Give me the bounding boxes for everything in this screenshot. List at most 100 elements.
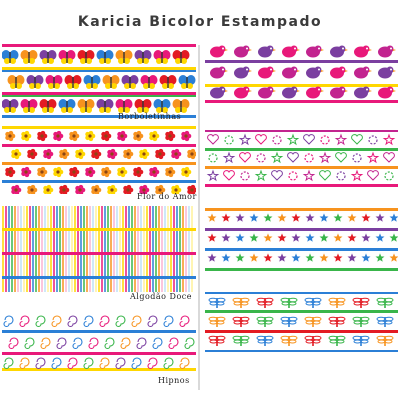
- bird-icon: [282, 66, 300, 79]
- star-icon: [276, 211, 288, 224]
- heart-icon: [351, 134, 363, 145]
- flower-icon: [107, 184, 118, 194]
- star-icon: [276, 231, 288, 244]
- butterfly-icon: [96, 99, 114, 113]
- flower-icon: [11, 148, 22, 160]
- label-algodao-doce: Algodão Doce: [130, 292, 192, 301]
- stripe: [35, 206, 37, 292]
- stripe: [53, 206, 55, 292]
- flower-icon: [107, 148, 118, 160]
- butterfly-icon: [77, 99, 95, 113]
- star-icon: [304, 231, 316, 244]
- flower-icon: [101, 130, 112, 142]
- flower-icon: [123, 184, 134, 194]
- bird-icon: [210, 86, 228, 99]
- stripe: [14, 206, 16, 292]
- star-icon: [206, 231, 218, 244]
- stripe: [26, 206, 28, 292]
- swirl-icon: [184, 337, 195, 350]
- swirl-icon: [35, 315, 46, 328]
- flower-icon: [139, 148, 150, 160]
- stripe: [164, 206, 166, 292]
- star-icon: [360, 251, 372, 264]
- stripe: [95, 206, 97, 292]
- stripe: [89, 206, 91, 292]
- flower-icon: [101, 166, 112, 178]
- swirl-icon: [136, 337, 147, 350]
- stripe: [125, 206, 127, 292]
- dragonfly-icon: [376, 335, 394, 346]
- flower-icon: [304, 153, 314, 163]
- borboletinhas-panel: [2, 44, 196, 118]
- flower-icon: [320, 135, 330, 145]
- heart-icon: [287, 152, 299, 163]
- bird-icon: [258, 45, 276, 58]
- flower-icon: [75, 184, 86, 194]
- dragonfly-icon: [376, 316, 394, 327]
- dragonfly-icon: [352, 335, 370, 346]
- star-icon: [334, 133, 348, 146]
- stripe: [77, 206, 79, 292]
- swirl-icon: [99, 315, 110, 328]
- flower-icon: [53, 130, 64, 142]
- star-icon: [332, 211, 344, 224]
- butterfly-icon: [39, 50, 57, 64]
- stripe: [2, 206, 4, 292]
- butterfly-icon: [153, 99, 171, 113]
- flower-icon: [155, 184, 166, 194]
- star-icon: [366, 151, 380, 164]
- stripe: [71, 206, 73, 292]
- stripe: [38, 206, 40, 292]
- flower-icon: [256, 153, 266, 163]
- swirl-icon: [83, 315, 94, 328]
- star-icon: [234, 211, 246, 224]
- heart-icon: [207, 134, 219, 145]
- star-icon: [270, 151, 284, 164]
- stripe: [152, 206, 154, 292]
- star-icon: [350, 169, 364, 182]
- stripe: [44, 206, 46, 292]
- star-icon: [388, 211, 398, 224]
- dragonfly-icon: [280, 316, 298, 327]
- star-icon: [248, 251, 260, 264]
- stripe: [155, 206, 157, 292]
- star-icon: [332, 251, 344, 264]
- star-icon: [234, 251, 246, 264]
- flower-icon: [21, 130, 32, 142]
- stripe: [170, 206, 172, 292]
- panel-divider: [198, 45, 200, 390]
- flower-icon: [91, 148, 102, 160]
- bird-icon: [378, 66, 396, 79]
- star-icon: [290, 251, 302, 264]
- swirl-icon: [147, 315, 158, 328]
- flower-icon: [91, 184, 102, 194]
- stripe: [68, 206, 70, 292]
- butterfly-icon: [121, 75, 139, 89]
- bird-icon: [330, 86, 348, 99]
- flower-icon: [11, 184, 22, 194]
- swirl-icon: [8, 337, 19, 350]
- flower-icon: [171, 184, 182, 194]
- star-icon: [290, 231, 302, 244]
- star-icon: [206, 211, 218, 224]
- stripe: [20, 206, 22, 292]
- bird-icon: [210, 66, 228, 79]
- flower-icon: [171, 148, 182, 160]
- star-icon: [304, 211, 316, 224]
- flower-icon: [133, 130, 144, 142]
- stars-panel: [205, 208, 398, 271]
- butterfly-icon: [64, 75, 82, 89]
- flower-icon: [165, 130, 176, 142]
- stripe: [110, 206, 112, 292]
- flower-icon: [240, 171, 250, 181]
- star-icon: [374, 231, 386, 244]
- flower-icon: [208, 153, 218, 163]
- dragonfly-icon: [256, 335, 274, 346]
- butterfly-icon: [172, 50, 190, 64]
- bird-icon: [282, 86, 300, 99]
- stripe: [8, 206, 10, 292]
- star-icon: [374, 251, 386, 264]
- butterfly-icon: [2, 99, 19, 113]
- dragonfly-icon: [304, 297, 322, 308]
- butterfly-icon: [77, 50, 95, 64]
